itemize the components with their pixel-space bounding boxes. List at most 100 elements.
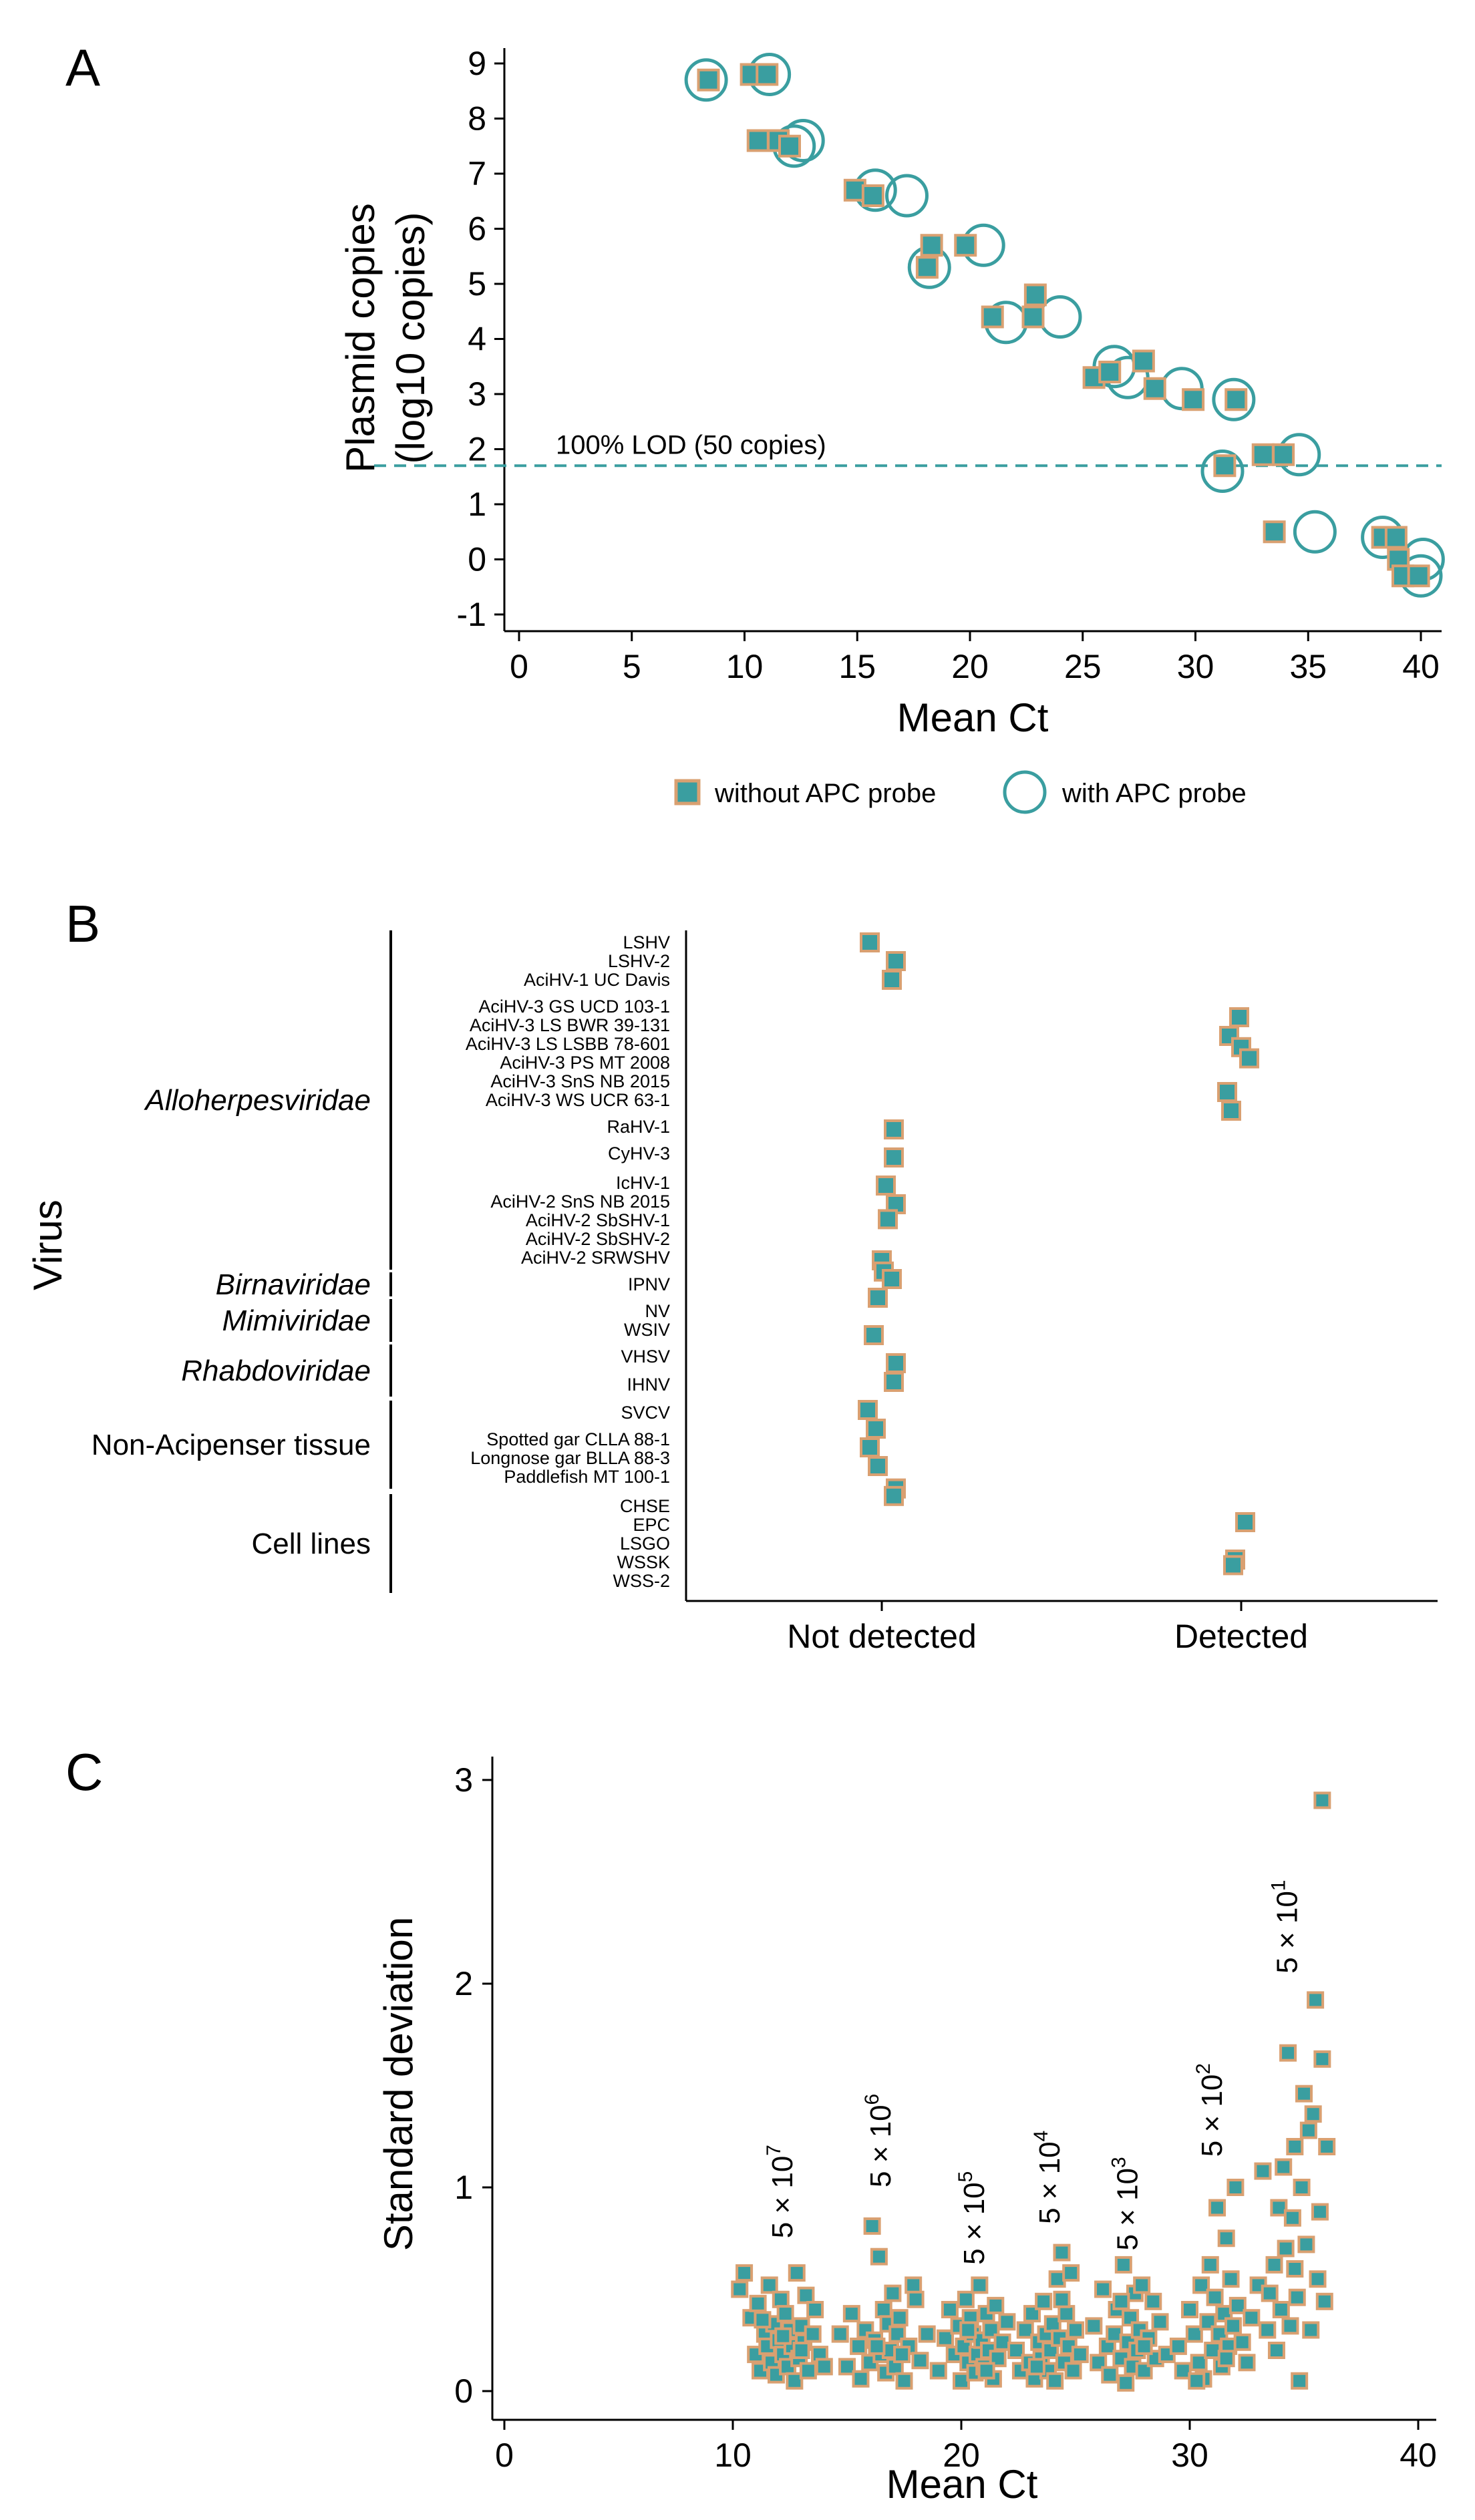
sd-point [957,2290,975,2308]
virus-label: Paddlefish MT 100-1 [504,1467,670,1487]
sd-point [1192,2276,1210,2294]
concentration-label: 5 × 102 [1192,2063,1228,2157]
concentration-base: 5 × 10 [1111,2168,1144,2251]
detection-point [886,951,906,971]
virus-label: Spotted gar CLLA 88-1 [486,1429,670,1449]
concentration-label: 5 × 104 [1030,2131,1066,2224]
virus-label: CHSE [620,1496,670,1516]
without-probe-point [1021,305,1045,329]
sd-point [1067,2321,1084,2339]
sd-point [1261,2284,1279,2302]
detection-point [884,1485,904,1506]
sd-point [850,2337,868,2355]
detection-point [860,932,880,952]
sd-point [929,2362,947,2380]
sd-point [1208,2199,1226,2217]
sd-point [1297,2235,1315,2254]
virus-label: AciHV-3 LS BWR 39-131 [470,1015,670,1035]
virus-label: AciHV-2 SbSHV-2 [526,1229,670,1249]
sd-point [1286,2260,1304,2278]
y-tick-label: 2 [454,1965,473,2002]
sd-point [1254,2162,1272,2180]
without-probe-point [1251,443,1275,466]
sd-point [772,2290,790,2308]
sd-point [1315,2292,1333,2310]
concentration-exponent: 3 [1108,2157,1130,2168]
detection-point [868,1456,888,1476]
concentration-exponent: 6 [861,2094,883,2105]
sd-point [1270,2199,1288,2217]
sd-point [1094,2280,1112,2298]
virus-label: CyHV-3 [608,1143,670,1163]
sd-point [754,2311,772,2329]
virus-label: AciHV-2 SRWSHV [521,1248,670,1268]
sd-point [838,2358,856,2376]
concentration-label: 5 × 105 [955,2171,991,2265]
sd-point [1302,2321,1320,2339]
sd-point [959,2321,977,2339]
virus-label: Longnose gar BLLA 88-3 [470,1448,670,1468]
virus-label: NV [645,1301,670,1321]
sd-point [1201,2256,1219,2274]
legend-label-without: without APC probe [714,779,936,808]
concentration-base: 5 × 10 [1271,1891,1304,1974]
detection-point [884,1372,904,1392]
without-probe-point [1263,520,1286,544]
panel-c-x-axis-title: Mean Ct [886,2462,1038,2507]
concentration-base: 5 × 10 [766,2156,799,2239]
y-tick-label: 0 [468,541,486,578]
sd-point [799,2362,817,2380]
sd-point [852,2370,870,2388]
sd-point [1144,2292,1162,2310]
sd-point [905,2276,923,2294]
concentration-exponent: 5 [955,2171,977,2183]
detection-point [882,970,902,990]
y-tick-label: 9 [468,45,486,82]
detection-point [884,1147,904,1167]
concentration-base: 5 × 10 [958,2182,991,2265]
sd-point [884,2284,902,2302]
legend-square-marker [674,779,701,805]
sd-point [893,2346,911,2364]
legend-label-with: with APC probe [1061,779,1247,808]
sd-point [1279,2044,1297,2062]
sd-point [792,2342,810,2359]
virus-label: WSSK [617,1552,670,1572]
sd-point [1267,2342,1285,2359]
y-tick-label: 1 [468,486,486,523]
with-probe-point [1212,377,1256,421]
sd-point [1112,2292,1130,2310]
y-tick-label: 5 [468,265,486,303]
detection-point [858,1400,878,1420]
sd-point [977,2362,995,2380]
sd-point [1053,2290,1071,2308]
sd-point [998,2313,1016,2331]
sd-point [1318,2138,1336,2155]
sd-point [1117,2374,1135,2392]
y-tick-label: 8 [468,100,486,138]
sd-point [1313,1791,1331,1809]
without-probe-point [1132,349,1155,373]
sd-point [1101,2366,1119,2384]
virus-label: AciHV-3 LS LSBB 78-601 [466,1034,670,1054]
detection-point [876,1176,896,1196]
x-tick-label: 30 [1177,648,1214,685]
sd-point [786,2372,804,2390]
panel-b-chart: Not detected Detected Virus LSHVLSHV-2Ac… [25,930,1438,1655]
without-probe-point [1182,388,1205,411]
detection-point [1239,1048,1259,1069]
concentration-base: 5 × 10 [1033,2141,1066,2224]
sd-point [918,2325,936,2343]
with-probe-point [1200,449,1245,493]
without-probe-point [920,234,943,257]
y-tick-label: -1 [457,596,486,633]
sd-point [1243,2309,1261,2327]
y-tick-label: 6 [468,210,486,248]
without-probe-point [954,234,977,257]
detection-point [864,1325,884,1345]
with-probe-point [684,58,728,102]
x-category-detected: Detected [1174,1618,1308,1655]
without-probe-point [915,256,939,279]
